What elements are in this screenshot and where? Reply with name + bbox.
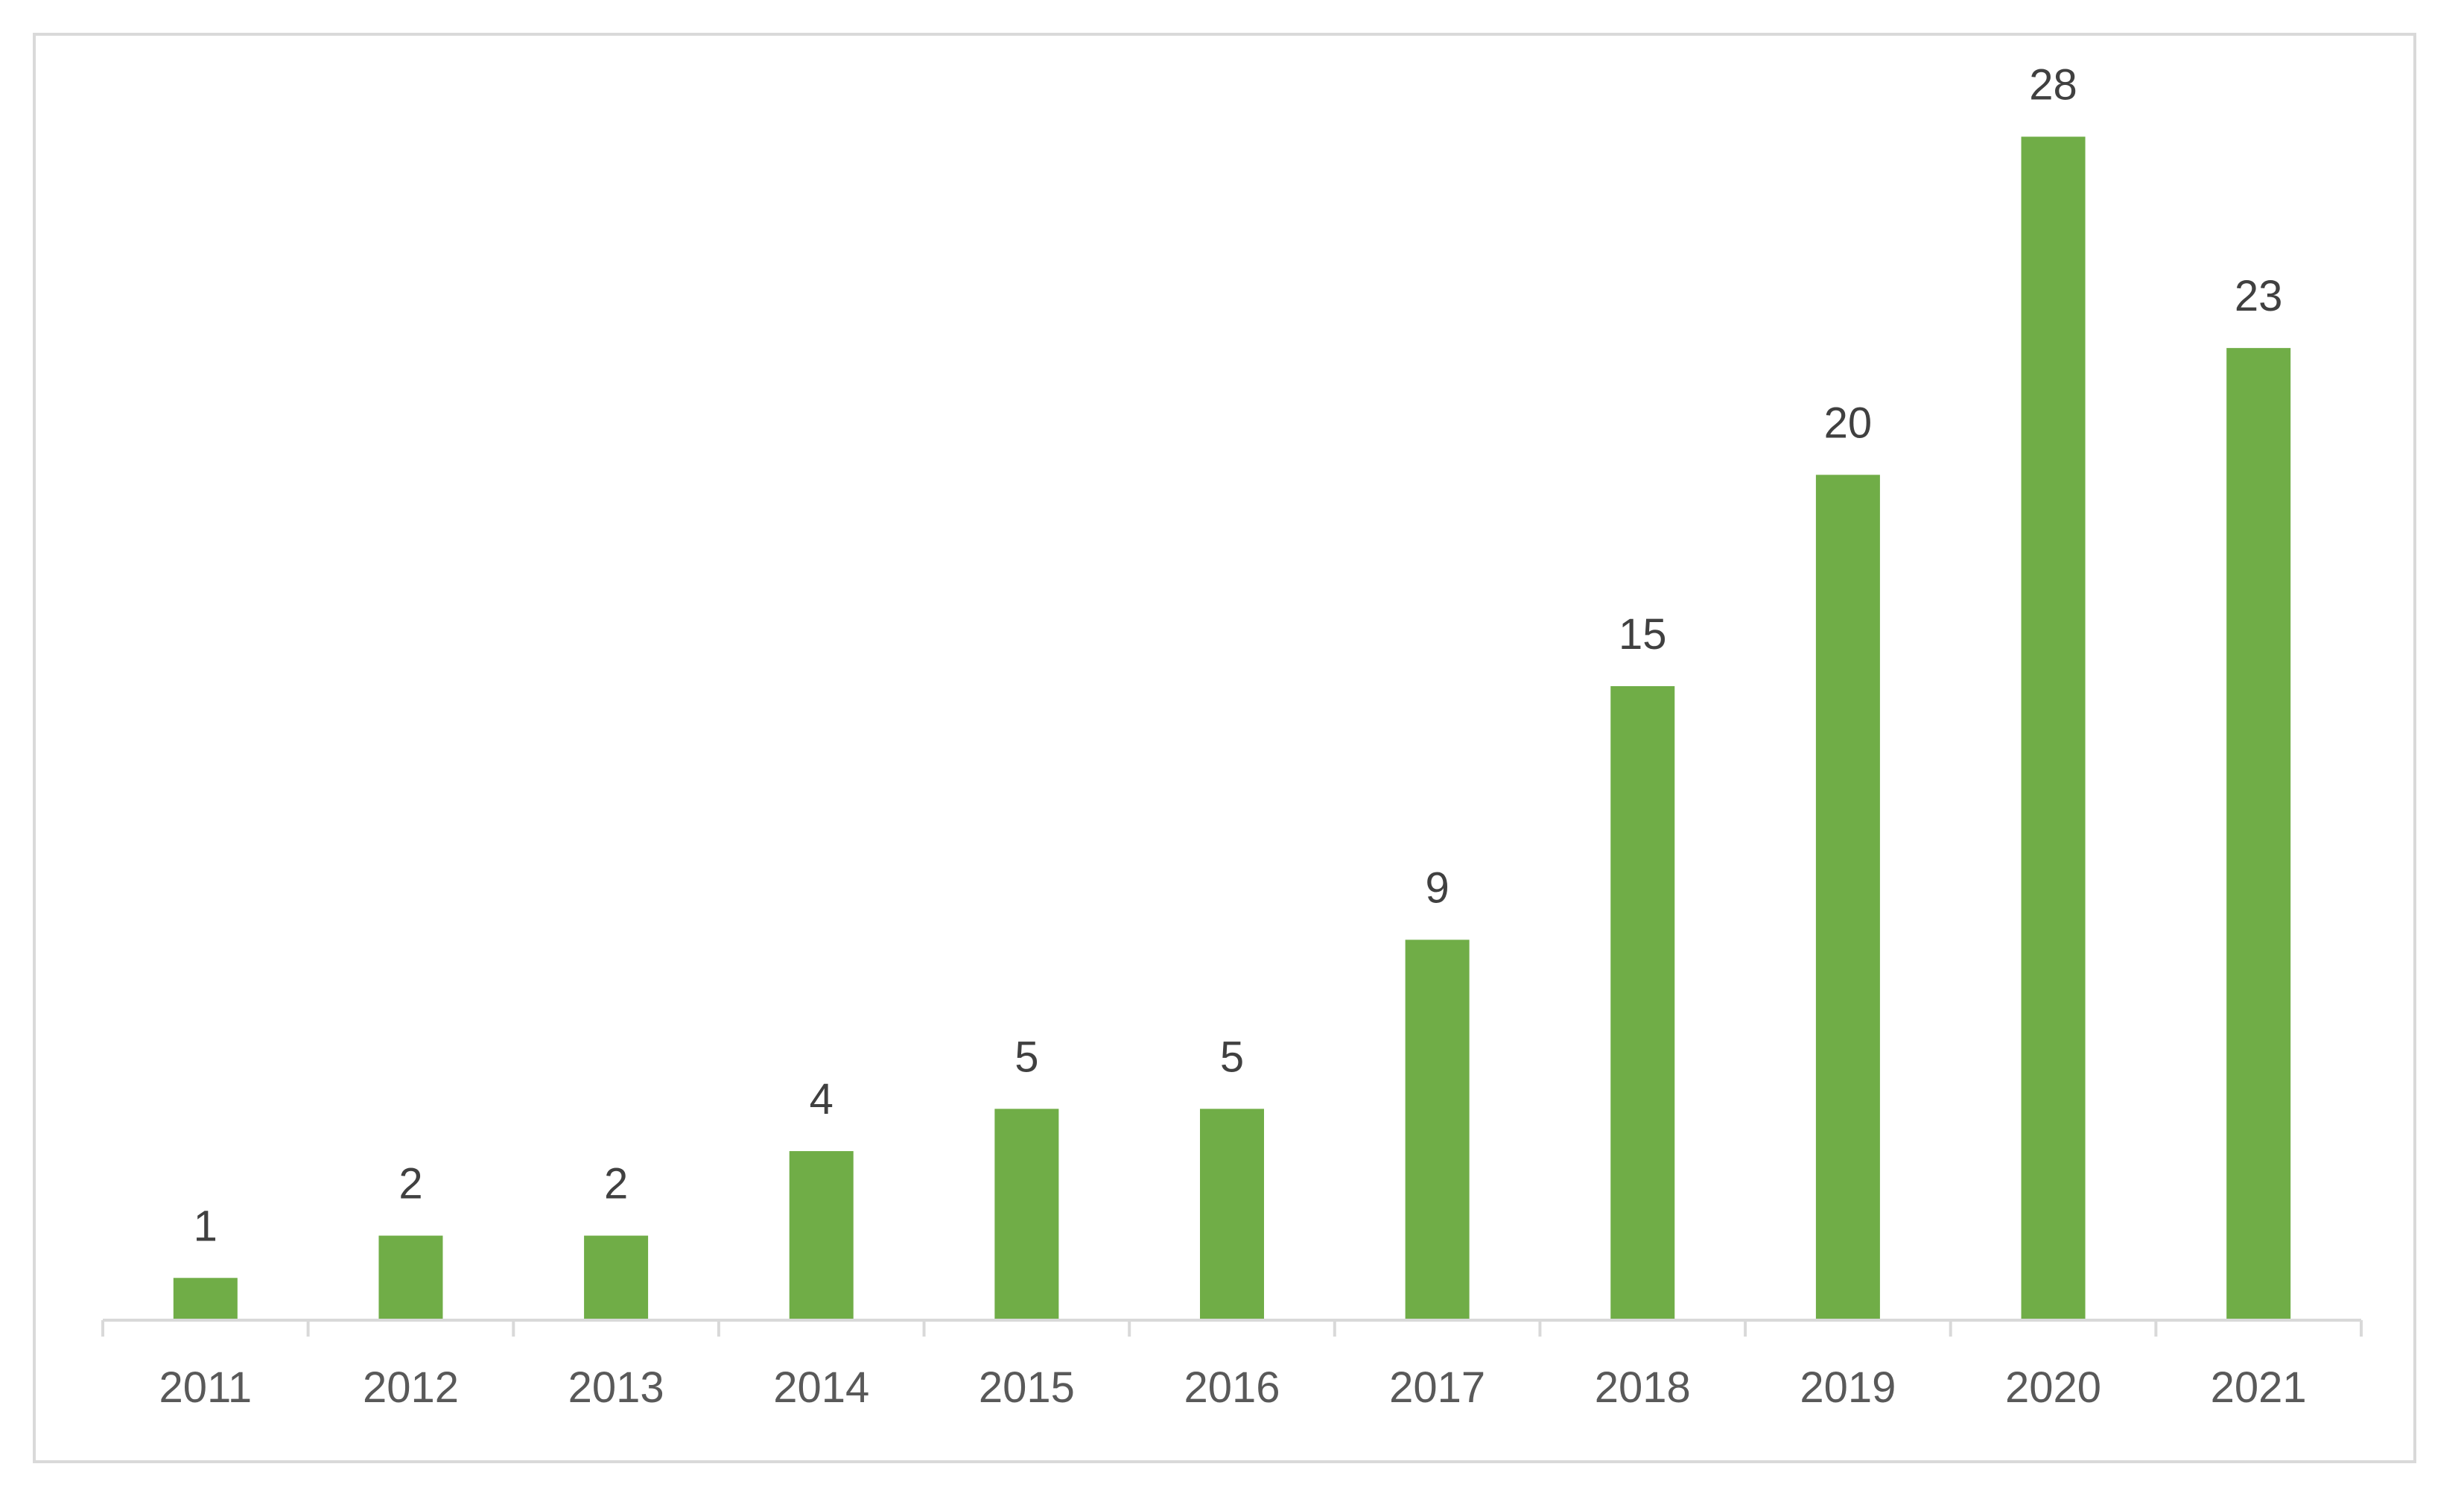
data-label-2011: 1 [194,1202,217,1250]
data-label-2012: 2 [399,1160,422,1208]
x-tick-label-2015: 2015 [979,1363,1075,1412]
bar-2013 [584,1235,649,1320]
x-tick-label-2017: 2017 [1389,1363,1485,1412]
data-label-2015: 5 [1015,1033,1038,1081]
data-labels-group: 1 2 2 4 5 5 9 15 20 28 23 [194,60,2283,1250]
x-tick-label-2014: 2014 [773,1363,869,1412]
data-label-2016: 5 [1220,1033,1244,1081]
data-label-2017: 9 [1426,863,1449,912]
data-label-2019: 20 [1824,399,1873,447]
bar-2019 [1815,475,1880,1321]
x-tick-label-2012: 2012 [363,1363,459,1412]
x-axis-tick-labels: 2011 2012 2013 2014 2015 2016 2017 2018 2019 2020… [159,1363,2306,1412]
data-label-2021: 23 [2235,272,2283,320]
bars-group [173,136,2291,1321]
bar-2020 [2021,136,2086,1320]
data-label-2014: 4 [810,1075,833,1123]
x-axis-ticks [101,1320,2363,1337]
data-label-2020: 28 [2029,60,2077,109]
bar-2011 [173,1278,238,1320]
bar-2014 [789,1151,854,1320]
bar-2018 [1610,686,1675,1320]
data-label-2013: 2 [604,1160,628,1208]
x-tick-label-2018: 2018 [1595,1363,1691,1412]
bar-2016 [1200,1109,1264,1320]
x-tick-label-2020: 2020 [2005,1363,2101,1412]
bar-2015 [994,1109,1059,1320]
x-tick-label-2019: 2019 [1800,1363,1896,1412]
x-tick-label-2013: 2013 [568,1363,664,1412]
bar-2017 [1405,939,1470,1320]
bar-2012 [378,1235,443,1320]
bar-2021 [2226,348,2291,1321]
x-tick-label-2011: 2011 [159,1363,252,1412]
x-tick-label-2021: 2021 [2211,1363,2307,1412]
data-label-2018: 15 [1619,610,1667,659]
x-tick-label-2016: 2016 [1184,1363,1280,1412]
